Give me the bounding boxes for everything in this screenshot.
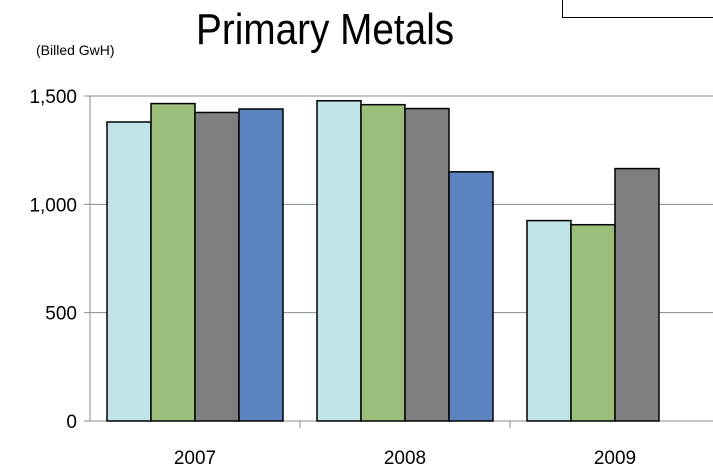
bar-2007-series-4 bbox=[238, 108, 284, 422]
y-tick-label: 500 bbox=[45, 304, 77, 325]
chart-title: Primary Metals bbox=[196, 5, 455, 54]
x-tick-label: 2007 bbox=[174, 448, 216, 469]
y-tick-label: 0 bbox=[66, 412, 77, 433]
x-tick-label: 2009 bbox=[594, 448, 636, 469]
bar-2008-series-4 bbox=[448, 171, 494, 422]
y-axis-unit-label: (Billed GwH) bbox=[36, 42, 115, 58]
bar-2008-series-3 bbox=[404, 107, 450, 422]
y-tick-label: 1,000 bbox=[29, 195, 77, 216]
bar-2009-series-3 bbox=[614, 167, 660, 422]
bar-2009-series-1 bbox=[526, 219, 572, 422]
bar-2007-series-2 bbox=[150, 102, 196, 422]
bar-2008-series-1 bbox=[316, 100, 362, 422]
bar-2007-series-3 bbox=[194, 111, 240, 422]
legend bbox=[562, 0, 713, 18]
bar-2009-series-2 bbox=[570, 223, 616, 422]
bar-2008-series-2 bbox=[360, 103, 406, 422]
x-tick-label: 2008 bbox=[384, 448, 426, 469]
y-tick-label: 1,500 bbox=[29, 87, 77, 108]
bar-2007-series-1 bbox=[106, 121, 152, 422]
